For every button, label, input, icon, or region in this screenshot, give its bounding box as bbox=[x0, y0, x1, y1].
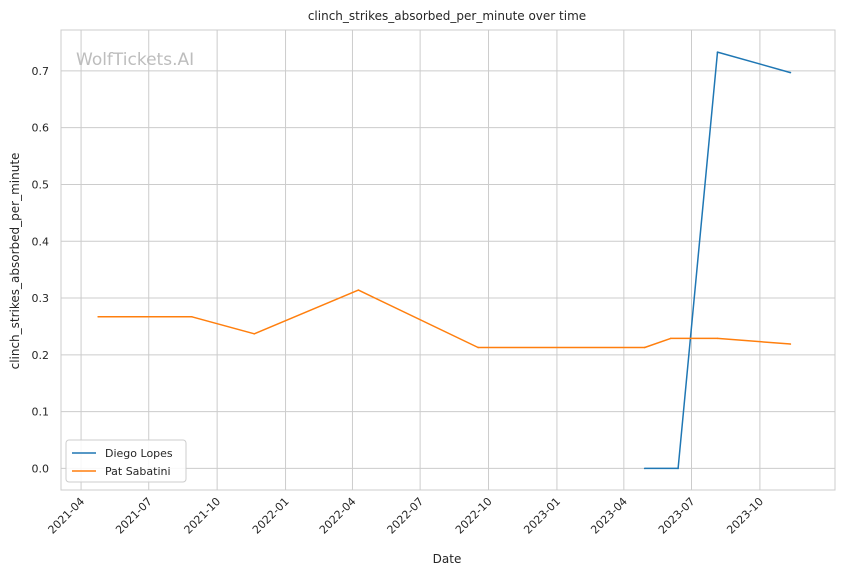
x-axis-title: Date bbox=[433, 552, 462, 566]
x-tick-label: 2021-07 bbox=[113, 495, 155, 537]
x-tick-label: 2022-04 bbox=[317, 495, 359, 537]
x-tick-label: 2023-10 bbox=[724, 495, 766, 537]
grid bbox=[61, 30, 835, 490]
data-point bbox=[643, 467, 646, 470]
data-point bbox=[253, 333, 256, 335]
data-point bbox=[789, 71, 792, 74]
data-point bbox=[477, 346, 479, 349]
series-line bbox=[644, 51, 791, 470]
data-point bbox=[789, 343, 792, 345]
data-point bbox=[716, 51, 719, 53]
x-tick-label: 2023-01 bbox=[521, 495, 563, 537]
x-axis: 2021-04 2021-07 2021-10 2022-01 2022-04 2022-… bbox=[45, 495, 766, 537]
x-tick-label: 2022-07 bbox=[385, 495, 427, 537]
y-tick-label: 0.0 bbox=[32, 462, 50, 475]
data-point bbox=[97, 315, 99, 318]
data-point bbox=[191, 315, 193, 318]
series-line bbox=[98, 289, 791, 349]
legend: Diego Lopes Pat Sabatini bbox=[65, 439, 187, 483]
y-tick-label: 0.4 bbox=[32, 235, 50, 248]
data-point bbox=[357, 289, 360, 291]
chart-title: clinch_strikes_absorbed_per_minute over … bbox=[308, 9, 586, 23]
legend-label: Pat Sabatini bbox=[105, 465, 171, 478]
y-tick-label: 0.6 bbox=[32, 122, 50, 135]
x-tick-label: 2022-01 bbox=[250, 495, 292, 537]
series-layer bbox=[97, 51, 792, 470]
data-point bbox=[677, 467, 679, 470]
legend-label: Diego Lopes bbox=[105, 447, 173, 460]
y-axis: 0.0 0.1 0.2 0.3 0.4 0.5 0.6 0.7 bbox=[32, 65, 50, 476]
y-tick-label: 0.5 bbox=[32, 178, 50, 191]
y-tick-label: 0.1 bbox=[32, 406, 50, 419]
y-tick-label: 0.7 bbox=[32, 65, 50, 78]
watermark: WolfTickets.AI bbox=[76, 50, 194, 70]
plot-area bbox=[60, 29, 836, 491]
y-tick-label: 0.3 bbox=[32, 292, 50, 305]
y-tick-label: 0.2 bbox=[32, 349, 50, 362]
data-point bbox=[643, 346, 646, 349]
y-axis-title: clinch_strikes_absorbed_per_minute bbox=[8, 153, 22, 370]
x-tick-label: 2023-07 bbox=[656, 495, 698, 537]
data-point bbox=[669, 337, 672, 340]
data-point bbox=[716, 337, 719, 340]
x-tick-label: 2023-04 bbox=[588, 495, 630, 537]
x-tick-label: 2022-10 bbox=[453, 495, 495, 537]
x-tick-label: 2021-10 bbox=[182, 495, 224, 537]
x-tick-label: 2021-04 bbox=[45, 495, 87, 537]
